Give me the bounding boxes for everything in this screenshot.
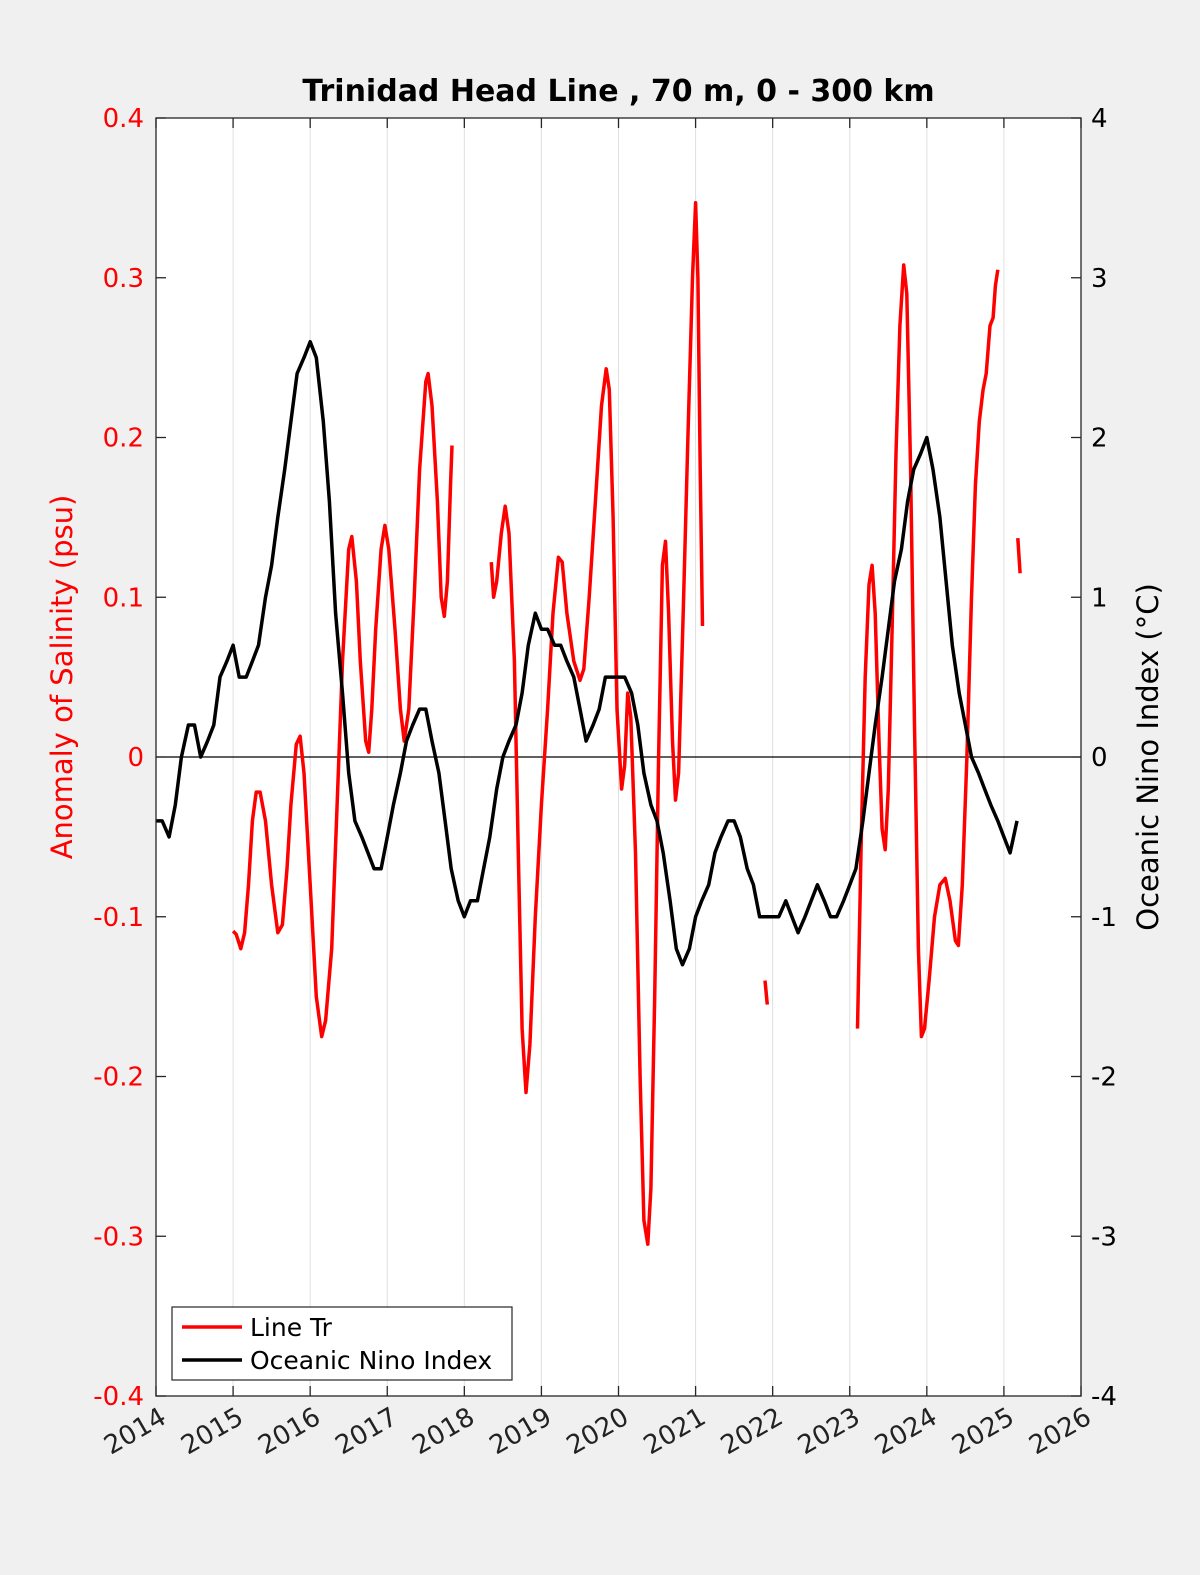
y-right-tick-label--3: -3 [1091,1222,1117,1252]
y-left-tick-label--0.4: -0.4 [93,1382,144,1412]
y-right-tick-label-3: 3 [1091,264,1108,294]
y-right-tick-label--4: -4 [1091,1382,1117,1412]
y-axis-right-label: Oceanic Nino Index (°C) [1131,583,1165,931]
y-left-tick-label-0.1: 0.1 [103,583,144,613]
series-line-tr-segment-3 [855,263,1000,1039]
series-line-tr-segment-1 [489,200,705,1246]
chart-title: Trinidad Head Line , 70 m, 0 - 300 km [302,74,934,109]
y-axis-left-label: Anomaly of Salinity (psu) [45,495,79,860]
y-left-tick-label-0.3: 0.3 [103,264,144,294]
series-line-tr-segment-2 [763,980,770,1005]
y-right-tick-label--2: -2 [1091,1063,1117,1093]
y-left-tick-label-0.4: 0.4 [103,104,144,134]
legend-label-line-tr: Line Tr [250,1313,333,1342]
y-left-tick-label--0.3: -0.3 [93,1222,144,1252]
y-right-tick-label-0: 0 [1091,743,1108,773]
series-oni-segment-0 [156,339,1019,967]
y-right-tick-label-4: 4 [1091,104,1108,134]
y-right-tick-label-1: 1 [1091,583,1108,613]
y-left-tick-label-0: 0 [127,743,144,773]
series-lines [156,200,1022,1246]
y-right-tick-label--1: -1 [1091,903,1117,933]
legend-box [171,1306,513,1381]
y-left-tick-label--0.1: -0.1 [93,903,144,933]
y-left-tick-label--0.2: -0.2 [93,1063,144,1093]
series-line-tr-segment-4 [1016,537,1022,574]
series-line-tr-segment-0 [231,371,454,1039]
y-left-tick-label-0.2: 0.2 [103,424,144,454]
legend-label-oni: Oceanic Nino Index [250,1346,492,1375]
legend: Line Tr Oceanic Nino Index [171,1306,513,1381]
y-right-tick-label-2: 2 [1091,424,1108,454]
